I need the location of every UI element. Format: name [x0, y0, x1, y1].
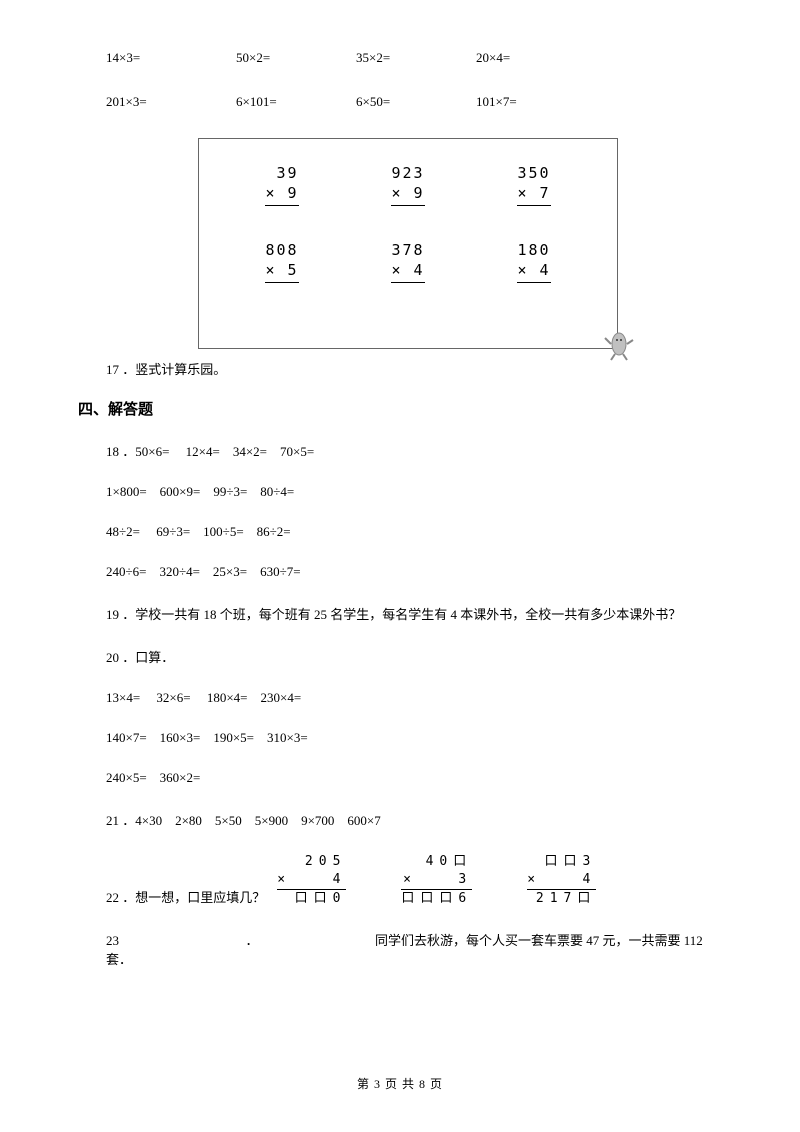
fcalc-top: 40口 — [401, 853, 472, 871]
oral-item: 20×4= — [476, 50, 596, 66]
vcalc-bot: × 5 — [265, 261, 298, 284]
oral-calc-row-1: 14×3= 50×2= 35×2= 20×4= — [78, 50, 722, 66]
q23-text: 同学们去秋游，每个人买一套车票要 47 元，一共需要 112 套． — [106, 933, 703, 967]
vcalc-top: 350 — [517, 164, 550, 184]
oral-item: 14×3= — [106, 50, 236, 66]
q23-num: 23 — [106, 933, 119, 948]
question-21: 21 ．4×30 2×80 5×50 5×900 9×700 600×7 — [78, 810, 722, 829]
oral-item: 201×3= — [106, 94, 236, 110]
fcalc-mid: × 4 — [277, 871, 346, 891]
fcalc-mid: × 4 — [527, 871, 596, 891]
oral-item: 6×101= — [236, 94, 356, 110]
question-22-calcs: 205 × 4 口口0 40口 × 3 口口口6 口口3 × 4 217口 — [277, 853, 596, 908]
vertical-calc: 378 × 4 — [391, 241, 424, 283]
question-20: 20 ．口算． — [78, 647, 722, 666]
q23-dot: ． — [246, 933, 259, 948]
fcalc-bot: 217口 — [527, 890, 596, 908]
page-footer: 第 3 页 共 8 页 — [0, 1075, 800, 1092]
mascot-icon — [601, 326, 637, 370]
fcalc-top: 205 — [277, 853, 346, 871]
fcalc-bot: 口口口6 — [401, 890, 472, 908]
vcalc-top: 808 — [265, 241, 298, 261]
vertical-calc-box: 39 × 9 923 × 9 350 × 7 808 × 5 378 × 4 1… — [198, 138, 618, 349]
fcalc-mid: × 3 — [401, 871, 472, 891]
vcalc-bot: × 4 — [517, 261, 550, 284]
question-19: 19 ．学校一共有 18 个班，每个班有 25 名学生，每名学生有 4 本课外书… — [78, 604, 722, 623]
question-18d: 240÷6= 320÷4= 25×3= 630÷7= — [78, 564, 722, 580]
oral-item: 35×2= — [356, 50, 476, 66]
vertical-row: 39 × 9 923 × 9 350 × 7 — [219, 164, 597, 206]
vertical-calc: 923 × 9 — [391, 164, 424, 206]
question-22-text: 22 ．想一想，口里应填几？ — [106, 887, 265, 906]
question-20c: 240×5= 360×2= — [78, 770, 722, 786]
question-20a: 13×4= 32×6= 180×4= 230×4= — [78, 690, 722, 706]
fill-calc: 205 × 4 口口0 — [277, 853, 346, 908]
question-23: 23 ． 同学们去秋游，每个人买一套车票要 47 元，一共需要 112 套． — [78, 930, 722, 968]
vertical-calc: 808 × 5 — [265, 241, 298, 283]
question-20b: 140×7= 160×3= 190×5= 310×3= — [78, 730, 722, 746]
vcalc-top: 39 — [265, 164, 298, 184]
fcalc-top: 口口3 — [527, 853, 596, 871]
oral-item: 101×7= — [476, 94, 596, 110]
vcalc-top: 378 — [391, 241, 424, 261]
vcalc-bot: × 9 — [265, 184, 298, 207]
fill-calc: 口口3 × 4 217口 — [527, 853, 596, 908]
question-22-wrap: 22 ．想一想，口里应填几？ 205 × 4 口口0 40口 × 3 口口口6 … — [78, 853, 722, 906]
fcalc-bot: 口口0 — [277, 890, 346, 908]
vertical-calc: 39 × 9 — [265, 164, 298, 206]
oral-calc-row-2: 201×3= 6×101= 6×50= 101×7= — [78, 94, 722, 110]
vcalc-top: 180 — [517, 241, 550, 261]
vertical-calc: 180 × 4 — [517, 241, 550, 283]
question-18: 18 ．50×6= 12×4= 34×2= 70×5= — [78, 441, 722, 460]
section-4-title: 四、解答题 — [78, 398, 722, 419]
oral-item: 50×2= — [236, 50, 356, 66]
vertical-calc: 350 × 7 — [517, 164, 550, 206]
vcalc-bot: × 7 — [517, 184, 550, 207]
vertical-row: 808 × 5 378 × 4 180 × 4 — [219, 241, 597, 283]
question-18c: 48÷2= 69÷3= 100÷5= 86÷2= — [78, 524, 722, 540]
vcalc-bot: × 4 — [391, 261, 424, 284]
question-18b: 1×800= 600×9= 99÷3= 80÷4= — [78, 484, 722, 500]
vcalc-bot: × 9 — [391, 184, 424, 207]
oral-item: 6×50= — [356, 94, 476, 110]
fill-calc: 40口 × 3 口口口6 — [401, 853, 472, 908]
vcalc-top: 923 — [391, 164, 424, 184]
